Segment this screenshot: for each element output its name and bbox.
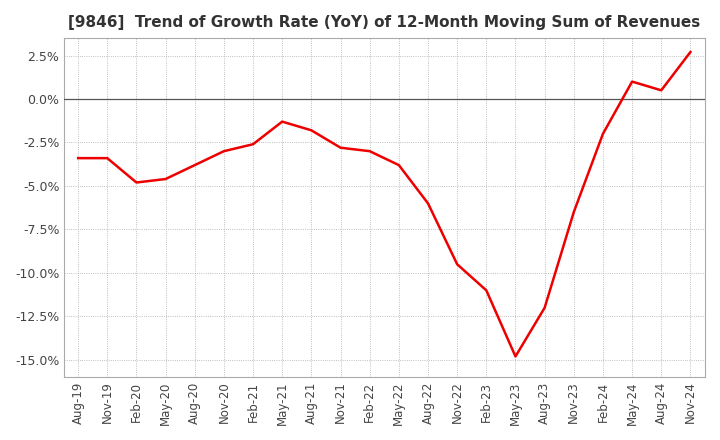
Title: [9846]  Trend of Growth Rate (YoY) of 12-Month Moving Sum of Revenues: [9846] Trend of Growth Rate (YoY) of 12-… (68, 15, 701, 30)
